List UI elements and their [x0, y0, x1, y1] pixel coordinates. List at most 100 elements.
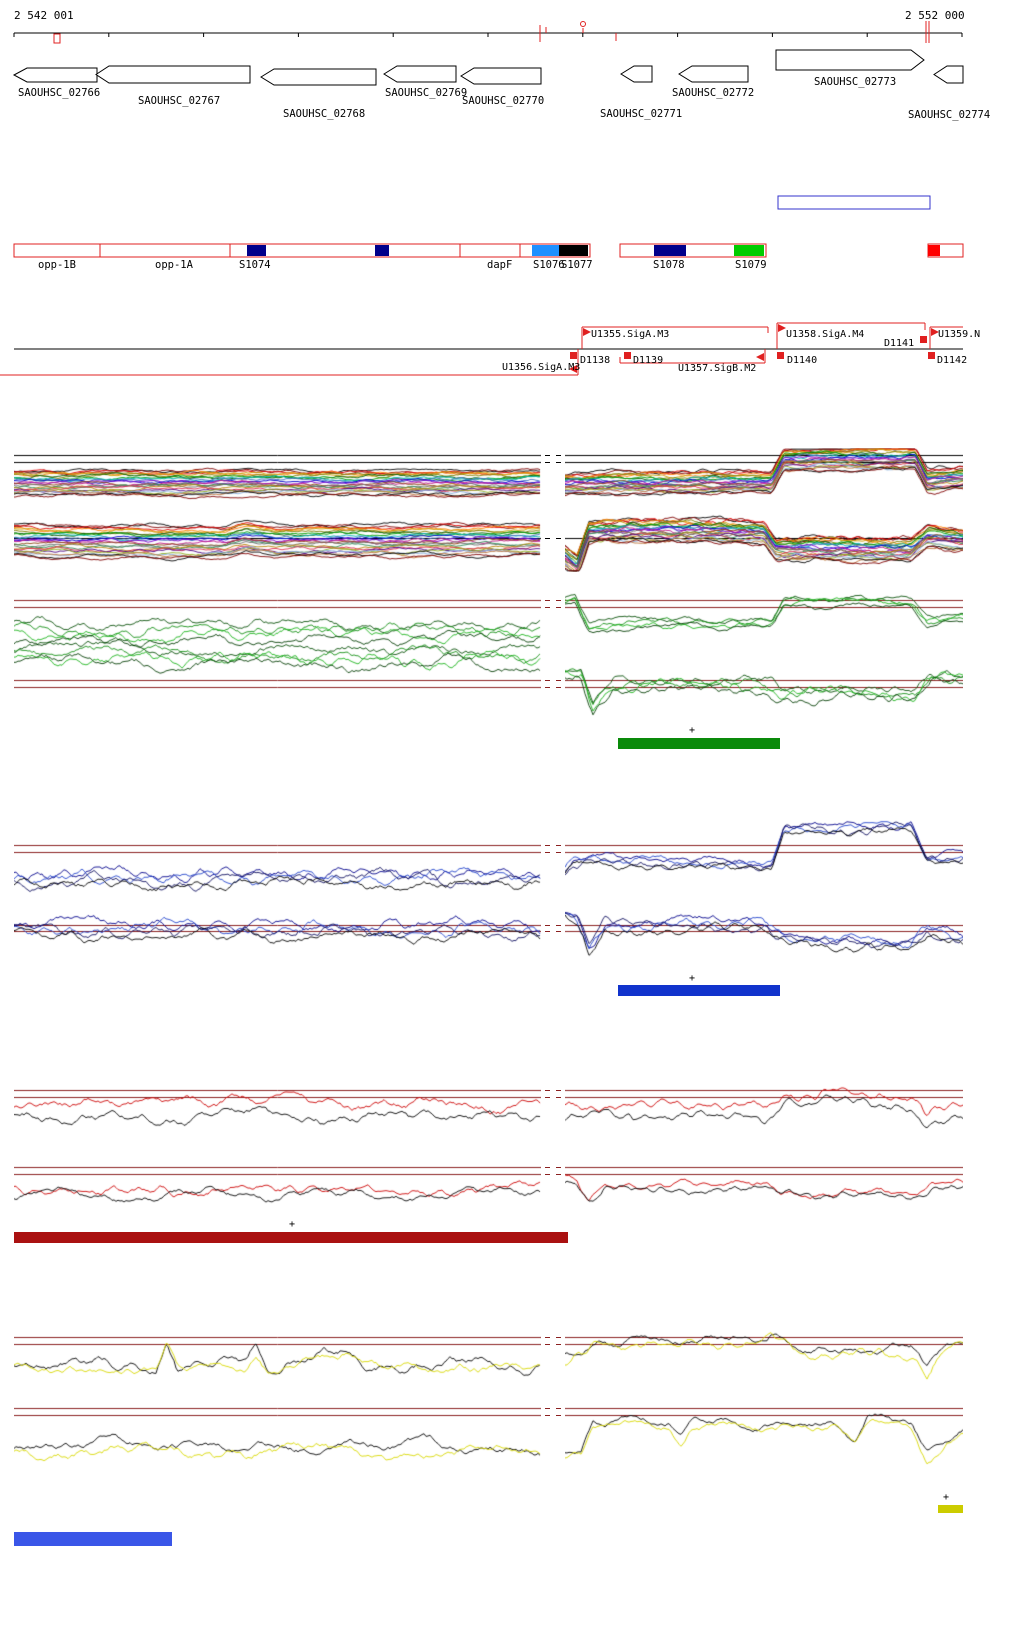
signal-track-all-conditions-row1-right — [565, 448, 963, 508]
region-start-coordinate: 2 542 001 — [14, 9, 74, 22]
axis-break-mark — [556, 845, 561, 846]
axis-break-mark — [545, 845, 550, 846]
axis-break-mark — [556, 1167, 561, 1168]
axis-break-mark — [556, 1415, 561, 1416]
axis-break-mark — [545, 680, 550, 681]
signal-track-condition-green-row2-right — [565, 632, 963, 717]
site-marker-D1141[interactable] — [920, 336, 927, 343]
signal-track-condition-red-row1-right — [565, 1085, 963, 1157]
gene-arrow-SAOUHSC_02770[interactable] — [460, 67, 542, 85]
gene-arrow-SAOUHSC_02766[interactable] — [12, 67, 98, 83]
feature-label-S1077: S1077 — [561, 259, 593, 271]
tss-flag-U1358.SigA.M4[interactable] — [778, 324, 786, 332]
site-marker-D1142[interactable] — [928, 352, 935, 359]
site-marker-D1138[interactable] — [570, 352, 577, 359]
feature-segment[interactable] — [559, 245, 588, 256]
signal-track-condition-yellow-row1-right — [565, 1330, 963, 1402]
site-marker-D1140[interactable] — [777, 352, 784, 359]
axis-break-mark — [545, 1344, 550, 1345]
condition-bar-partial[interactable] — [14, 1532, 172, 1546]
transcript-label-U1358.SigA.M4: U1358.SigA.M4 — [786, 329, 864, 340]
gene-arrow-SAOUHSC_02773[interactable] — [775, 49, 925, 71]
ruler-variant-dot — [580, 21, 586, 27]
axis-break-mark — [545, 931, 550, 932]
signal-track-condition-blue-row1-left — [14, 820, 541, 905]
feature-segment[interactable] — [532, 245, 559, 256]
feature-segment[interactable] — [734, 245, 764, 256]
feature-label-S1079: S1079 — [735, 259, 767, 271]
transcript-label-U1357.SigB.M2: U1357.SigB.M2 — [678, 363, 756, 374]
gene-label-SAOUHSC_02774: SAOUHSC_02774 — [908, 109, 990, 121]
feature-segment[interactable] — [928, 245, 940, 256]
gene-label-SAOUHSC_02770: SAOUHSC_02770 — [462, 95, 544, 107]
axis-break-mark — [545, 600, 550, 601]
transcript-label-D1142: D1142 — [937, 355, 967, 366]
feature-label-S1078: S1078 — [653, 259, 685, 271]
gene-arrow-SAOUHSC_02768[interactable] — [260, 68, 377, 86]
axis-break-mark — [556, 1174, 561, 1175]
axis-break-mark — [556, 680, 561, 681]
strand-plus-label: + — [689, 725, 696, 736]
region-end-coordinate: 2 552 000 — [905, 9, 965, 22]
gene-arrow-SAOUHSC_02774[interactable] — [933, 65, 964, 84]
signal-track-condition-green-row2-left — [14, 632, 541, 717]
signal-track-condition-yellow-row2-right — [565, 1400, 963, 1472]
gene-label-SAOUHSC_02766: SAOUHSC_02766 — [18, 87, 100, 99]
axis-break-mark — [545, 455, 550, 456]
axis-break-mark — [545, 607, 550, 608]
gene-arrow-SAOUHSC_02771[interactable] — [620, 65, 653, 83]
tss-flag-U1357.SigB.M2[interactable] — [756, 353, 764, 361]
gene-label-SAOUHSC_02769: SAOUHSC_02769 — [385, 87, 467, 99]
gene-arrow-SAOUHSC_02767[interactable] — [95, 65, 251, 84]
feature-segment[interactable] — [247, 245, 266, 256]
axis-break-mark — [545, 1097, 550, 1098]
tss-flag-U1359.N[interactable] — [931, 328, 939, 336]
axis-break-mark — [545, 925, 550, 926]
gene-label-SAOUHSC_02768: SAOUHSC_02768 — [283, 108, 365, 120]
feature-segment[interactable] — [654, 245, 686, 256]
tss-flag-U1356.SigA.M3[interactable] — [569, 365, 577, 373]
axis-break-mark — [545, 1408, 550, 1409]
annotation-box[interactable] — [777, 195, 931, 210]
condition-bar-condition-blue[interactable] — [618, 985, 780, 996]
axis-break-mark — [556, 1097, 561, 1098]
signal-track-condition-red-row2-right — [565, 1160, 963, 1218]
feature-label-opp-1B: opp-1B — [38, 259, 76, 271]
feature-label-dapF: dapF — [487, 259, 512, 271]
condition-bar-condition-yellow[interactable] — [938, 1505, 963, 1513]
feature-label-S1074: S1074 — [239, 259, 271, 271]
site-marker-D1139[interactable] — [624, 352, 631, 359]
axis-break-mark — [545, 538, 550, 539]
tss-flag-U1355.SigA.M3[interactable] — [583, 328, 591, 336]
axis-break-mark — [556, 455, 561, 456]
axis-break-mark — [545, 1174, 550, 1175]
gene-arrow-SAOUHSC_02772[interactable] — [678, 65, 749, 83]
axis-break-mark — [545, 1337, 550, 1338]
signal-track-condition-yellow-row1-left — [14, 1330, 541, 1402]
strand-plus-label: + — [689, 973, 696, 984]
transcript-label-U1355.SigA.M3: U1355.SigA.M3 — [591, 329, 669, 340]
signal-track-condition-yellow-row2-left — [14, 1400, 541, 1472]
feature-label-opp-1A: opp-1A — [155, 259, 194, 271]
transcript-label-D1139: D1139 — [633, 355, 663, 366]
signal-track-condition-blue-row2-right — [565, 905, 963, 977]
transcript-label-D1140: D1140 — [787, 355, 817, 366]
signal-track-all-conditions-row2-left — [14, 510, 541, 572]
gene-arrow-SAOUHSC_02769[interactable] — [383, 65, 457, 83]
axis-break-mark — [556, 462, 561, 463]
axis-break-mark — [556, 600, 561, 601]
axis-break-mark — [545, 1090, 550, 1091]
axis-break-mark — [556, 1337, 561, 1338]
condition-bar-condition-green[interactable] — [618, 738, 780, 749]
signal-track-all-conditions-row2-right — [565, 510, 963, 572]
transcript-label-U1356.SigA.M3: U1356.SigA.M3 — [502, 362, 580, 373]
signal-track-condition-red-row1-left — [14, 1085, 541, 1157]
transcript-label-D1141: D1141 — [884, 338, 914, 349]
condition-bar-condition-red[interactable] — [14, 1232, 568, 1243]
feature-segment[interactable] — [375, 245, 389, 256]
gene-label-SAOUHSC_02771: SAOUHSC_02771 — [600, 108, 682, 120]
gene-label-SAOUHSC_02772: SAOUHSC_02772 — [672, 87, 754, 99]
feature-box[interactable] — [13, 243, 591, 258]
transcript-label-D1138: D1138 — [580, 355, 610, 366]
